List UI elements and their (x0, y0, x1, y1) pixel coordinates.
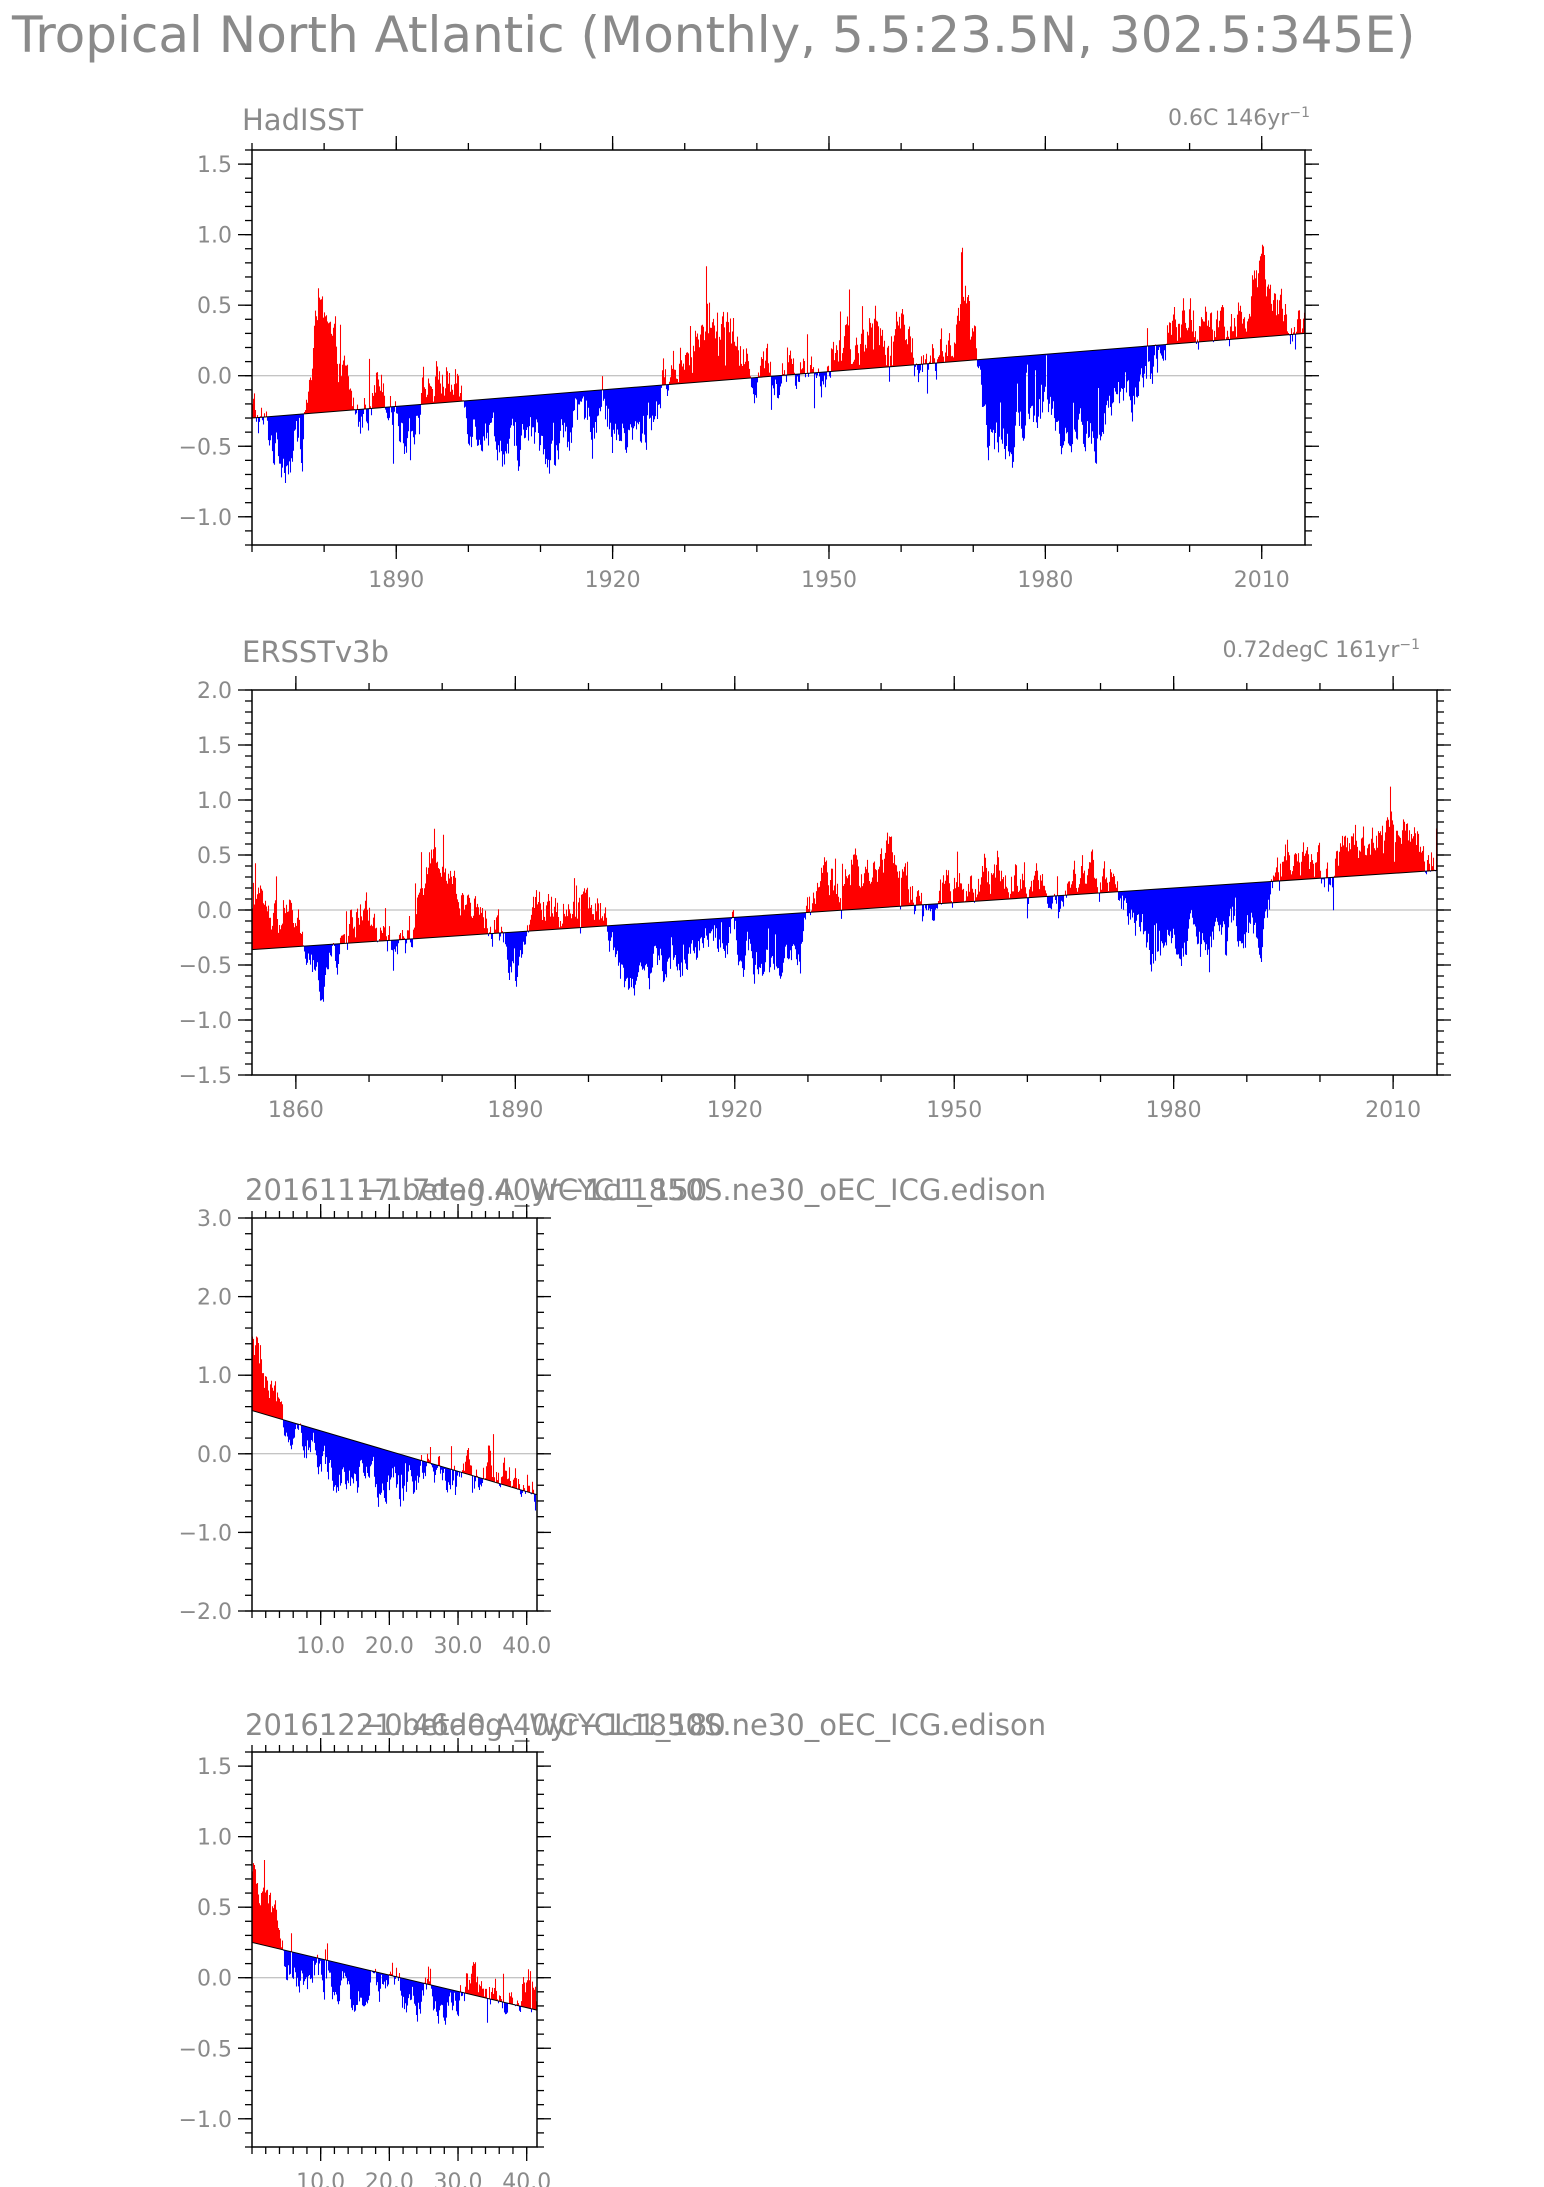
y-tick-label: 1.5 (197, 1755, 232, 1780)
y-tick-label: −1.0 (179, 506, 232, 531)
x-tick-label: 2010 (1234, 568, 1290, 593)
y-tick-label: −0.5 (179, 954, 232, 979)
plot-frame (251, 149, 1306, 546)
x-tick-label: 30.0 (434, 2170, 483, 2187)
x-tick-label: 40.0 (502, 1634, 551, 1659)
y-tick-label: 1.0 (197, 224, 232, 249)
x-tick-label: 1860 (268, 1098, 324, 1123)
y-tick-label: 1.5 (197, 734, 232, 759)
y-tick-label: −1.0 (179, 1521, 232, 1546)
panel-hadisst: HadISST 0.6C 146yr−1 −1.0 −0.5 0.0 0.5 1.0 1.… (179, 103, 1319, 593)
y-tick-label: 0.0 (197, 365, 232, 390)
x-tick-label: 30.0 (434, 1634, 483, 1659)
trend-line (251, 1941, 538, 2011)
panel-title-overlay: −1.7deg 40yr−1c1_150 (360, 1173, 707, 1207)
x-tick-label: 1980 (1017, 568, 1073, 593)
series-below-trend (255, 334, 1297, 483)
y-tick-label: −1.0 (179, 1009, 232, 1034)
panel-run-20161221: 20161221.beta0.A_WCYCL1850S.ne30_oEC_ICG… (179, 1708, 1047, 2187)
y-tick-label: 0.0 (197, 1967, 232, 1992)
y-tick-label: 0.5 (197, 844, 232, 869)
x-tick-label: 2010 (1365, 1098, 1421, 1123)
figure-title: Tropical North Atlantic (Monthly, 5.5:23… (11, 6, 1415, 64)
y-tick-label: 2.0 (197, 679, 232, 704)
y-tick-label: 1.0 (197, 1364, 232, 1389)
x-tick-label: 10.0 (296, 1634, 345, 1659)
y-tick-label: 2.0 (197, 1286, 232, 1311)
y-tick-label: 1.0 (197, 789, 232, 814)
plot-area: −1.5 −1.0 −0.5 0.0 0.5 1.0 1.5 2.0 1860 1890 1920 1… (179, 676, 1451, 1123)
y-tick-label: 0.0 (197, 1443, 232, 1468)
trend-label: 0.6C 146yr−1 (1168, 105, 1310, 131)
x-tick-label: 20.0 (365, 1634, 414, 1659)
x-tick-label: 1890 (487, 1098, 543, 1123)
y-tick-label: −1.5 (179, 1064, 232, 1089)
panel-title: 20161117.beta0.A_WCYCL1850S.ne30_oEC_ICG… (245, 1173, 1046, 1207)
x-tick-label: 1920 (585, 568, 641, 593)
y-tick-label: 1.5 (197, 153, 232, 178)
x-tick-label: 20.0 (365, 2170, 414, 2187)
panel-title: HadISST (242, 103, 363, 137)
panel-title: ERSSTv3b (242, 635, 389, 669)
x-tick-label: 1890 (368, 568, 424, 593)
plot-area: −1.0 −0.5 0.0 0.5 1.0 1.5 10.0 20.0 30.0 40.0 (179, 1738, 551, 2187)
plot-area: −2.0 −1.0 0.0 1.0 2.0 3.0 10.0 20.0 30.0 40.0 (179, 1204, 551, 1659)
y-tick-label: −0.5 (179, 435, 232, 460)
plot-frame (251, 1217, 538, 1612)
y-tick-label: 1.0 (197, 1826, 232, 1851)
x-tick-label: 1950 (801, 568, 857, 593)
trend-line (251, 869, 1438, 951)
panel-title-overlay: −0.46deg 40yr−1c1_180 (360, 1708, 726, 1742)
x-tick-label: 1920 (707, 1098, 763, 1123)
y-tick-label: −1.0 (179, 2108, 232, 2133)
y-tick-label: 0.5 (197, 294, 232, 319)
y-tick-label: −2.0 (179, 1600, 232, 1625)
trend-line (251, 1410, 538, 1496)
series-below-trend (282, 1949, 533, 2025)
trend-line (251, 332, 1306, 419)
panel-title: 20161221.beta0.A_WCYCL1850S.ne30_oEC_ICG… (245, 1708, 1046, 1742)
plot-area: −1.0 −0.5 0.0 0.5 1.0 1.5 1890 1920 1950 1980 2010 (179, 136, 1319, 593)
x-tick-label: 10.0 (296, 2170, 345, 2187)
x-tick-label: 1950 (926, 1098, 982, 1123)
x-tick-label: 40.0 (502, 2170, 551, 2187)
plot-frame (251, 1751, 538, 2148)
series-above-trend (251, 1860, 538, 2010)
y-tick-label: 0.5 (197, 1896, 232, 1921)
y-tick-label: 3.0 (197, 1207, 232, 1232)
x-tick-label: 1980 (1146, 1098, 1202, 1123)
y-tick-label: −0.5 (179, 2037, 232, 2062)
panel-ersstv3b: ERSSTv3b 0.72degC 161yr−1 −1.5 −1.0 −0.5 0.… (179, 635, 1451, 1123)
plot-frame (251, 689, 1438, 1076)
y-tick-label: 0.0 (197, 899, 232, 924)
trend-label: 0.72degC 161yr−1 (1223, 637, 1421, 663)
series-below-trend (282, 1419, 538, 1511)
panel-run-20161117: 20161117.beta0.A_WCYCL1850S.ne30_oEC_ICG… (179, 1173, 1047, 1659)
